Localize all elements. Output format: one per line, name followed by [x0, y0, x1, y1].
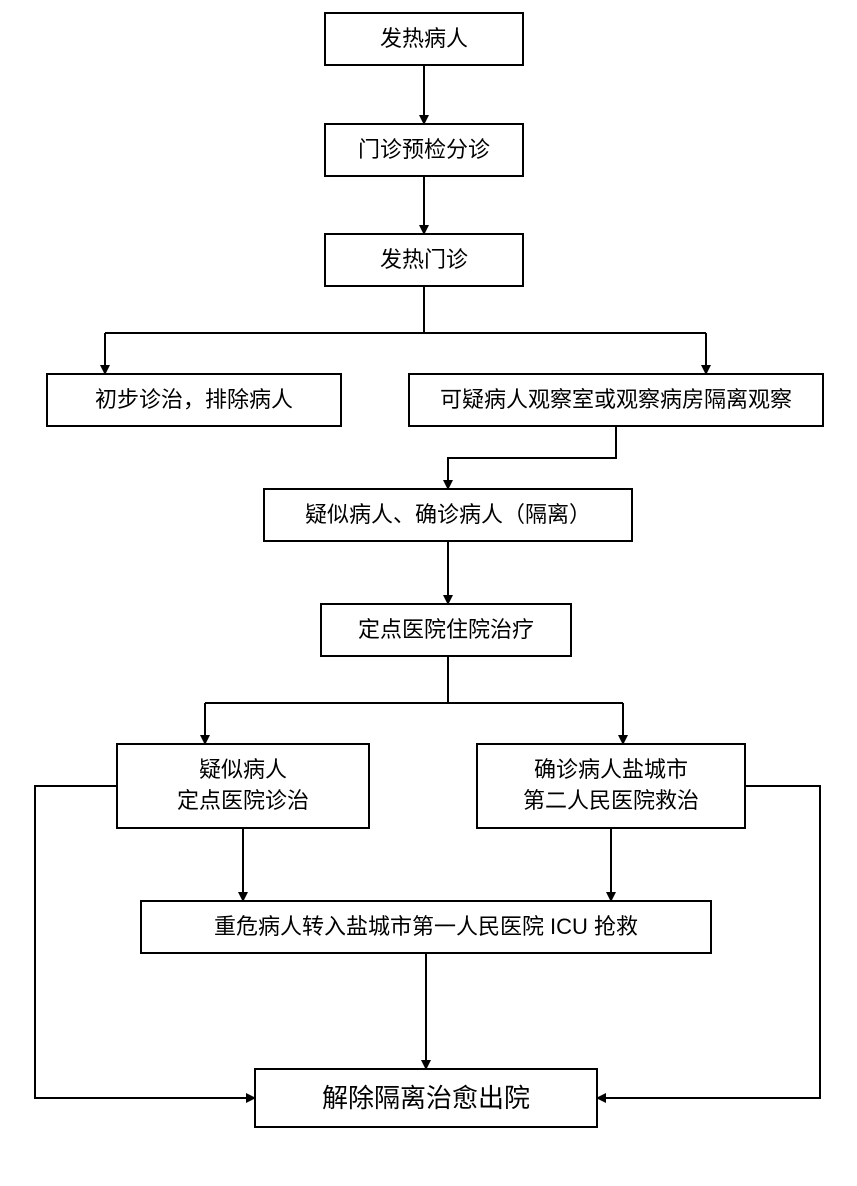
flow-edge — [448, 427, 616, 488]
flow-node-n6: 疑似病人、确诊病人（隔离） — [263, 488, 633, 542]
flow-node-n2: 门诊预检分诊 — [324, 123, 524, 177]
flow-node-label: 疑似病人、确诊病人（隔离） — [305, 500, 591, 531]
flow-node-label: 初步诊治，排除病人 — [95, 385, 293, 416]
flow-node-label: 发热门诊 — [380, 245, 468, 276]
flow-node-n1: 发热病人 — [324, 12, 524, 66]
flow-node-label: 发热病人 — [380, 24, 468, 55]
flow-node-label: 定点医院住院治疗 — [358, 615, 534, 646]
flow-node-n8: 疑似病人 定点医院诊治 — [116, 743, 370, 829]
flow-node-label: 可疑病人观察室或观察病房隔离观察 — [440, 385, 792, 416]
flow-node-label: 解除隔离治愈出院 — [322, 1080, 530, 1116]
flow-node-n9: 确诊病人盐城市 第二人民医院救治 — [476, 743, 746, 829]
flow-node-n5: 可疑病人观察室或观察病房隔离观察 — [408, 373, 824, 427]
flow-node-n7: 定点医院住院治疗 — [320, 603, 572, 657]
flow-node-n4: 初步诊治，排除病人 — [46, 373, 342, 427]
flow-node-n10: 重危病人转入盐城市第一人民医院 ICU 抢救 — [140, 900, 712, 954]
connectors-layer — [0, 0, 857, 1186]
flow-node-label: 确诊病人盐城市 第二人民医院救治 — [523, 755, 699, 817]
flow-node-n11: 解除隔离治愈出院 — [254, 1068, 598, 1128]
flow-node-label: 重危病人转入盐城市第一人民医院 ICU 抢救 — [214, 912, 638, 943]
flow-node-label: 门诊预检分诊 — [358, 135, 490, 166]
flow-node-label: 疑似病人 定点医院诊治 — [177, 755, 309, 817]
flow-node-n3: 发热门诊 — [324, 233, 524, 287]
